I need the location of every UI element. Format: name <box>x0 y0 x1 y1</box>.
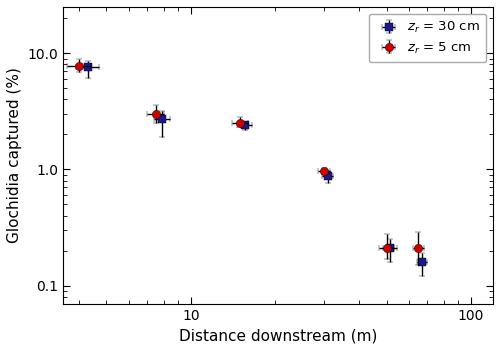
Y-axis label: Glochidia captured (%): Glochidia captured (%) <box>7 67 22 243</box>
X-axis label: Distance downstream (m): Distance downstream (m) <box>179 328 378 343</box>
Legend: $z_r$ = 30 cm, $z_r$ = 5 cm: $z_r$ = 30 cm, $z_r$ = 5 cm <box>369 14 486 62</box>
